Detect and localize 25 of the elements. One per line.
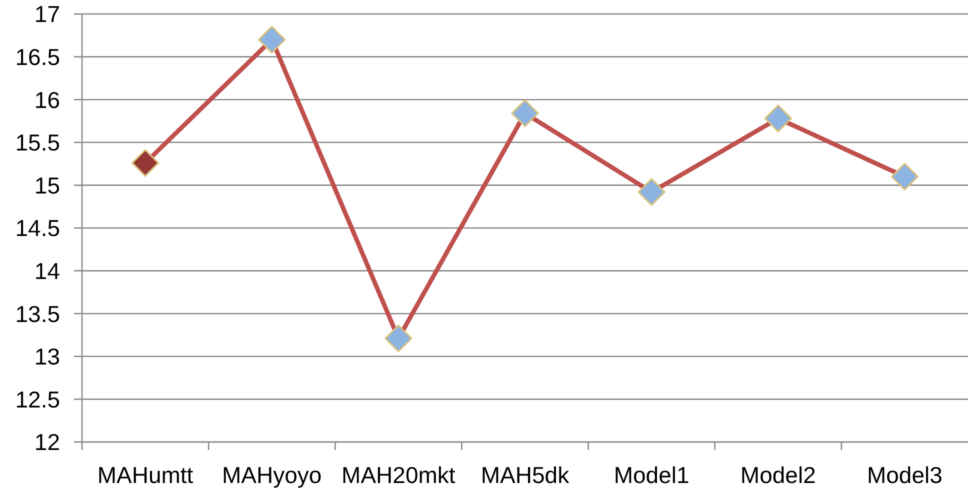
y-tick-label: 16 bbox=[34, 86, 60, 113]
y-tick-label: 17 bbox=[34, 1, 60, 28]
point bbox=[638, 178, 666, 206]
point bbox=[258, 26, 286, 54]
x-tick-label: MAHyoyo bbox=[222, 462, 322, 488]
y-tick-label: 14 bbox=[34, 258, 60, 284]
y-tick-label: 16.5 bbox=[15, 44, 60, 70]
y-tick-label: 15.5 bbox=[15, 130, 60, 156]
point bbox=[890, 162, 919, 190]
point bbox=[131, 149, 160, 177]
x-tick-label: MAH20mkt bbox=[342, 462, 456, 488]
y-tick-label: 13 bbox=[34, 344, 60, 370]
x-tick-label: Model3 bbox=[866, 462, 942, 488]
point bbox=[384, 324, 412, 352]
x-tick-label: Model2 bbox=[740, 462, 816, 488]
y-tick-label: 12.5 bbox=[15, 386, 60, 412]
point bbox=[764, 104, 792, 132]
x-tick-label: MAHumtt bbox=[97, 462, 194, 488]
y-tick-label: 12 bbox=[34, 429, 60, 456]
y-tick-label: 13.5 bbox=[15, 300, 60, 327]
y-tick-label: 15 bbox=[34, 172, 60, 198]
x-tick-label: MAH5dk bbox=[480, 462, 570, 488]
y-tick-label: 14.5 bbox=[15, 215, 60, 242]
x-tick-label: Model1 bbox=[614, 462, 690, 488]
point bbox=[511, 99, 539, 128]
